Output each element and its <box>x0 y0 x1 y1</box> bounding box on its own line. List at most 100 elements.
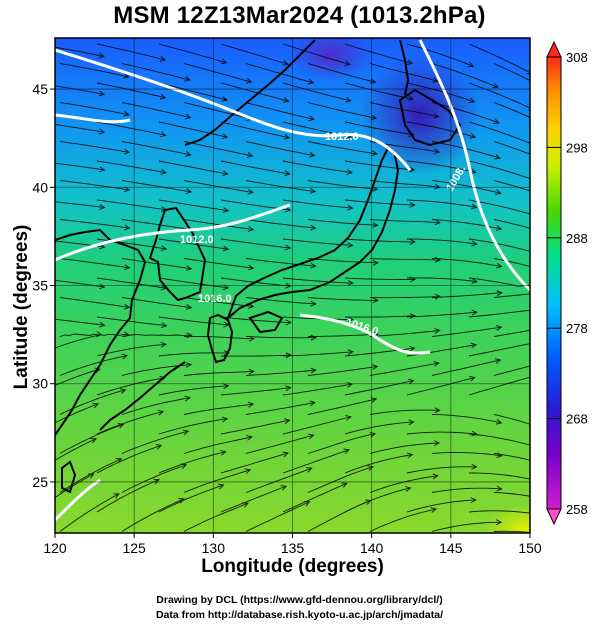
streamline-arrowhead <box>310 367 317 374</box>
streamline <box>121 63 191 81</box>
colorbar-tick-label: 278 <box>566 321 588 336</box>
streamline-arrowhead <box>157 409 165 416</box>
streamline <box>158 484 224 513</box>
streamline <box>158 418 228 435</box>
streamline-arrowhead <box>117 423 125 429</box>
streamline <box>158 82 228 101</box>
streamline <box>406 377 475 396</box>
streamline-arrowhead <box>406 452 414 459</box>
map-field: 1012.0 1008. 1012.0 1016.0 1016.0 <box>55 38 539 533</box>
streamline <box>493 492 530 497</box>
map-plot: 1012.0 1008. 1012.0 1016.0 1016.0 120 125… <box>32 37 588 556</box>
streamline-arrowhead <box>185 304 193 310</box>
streamline-arrowhead <box>470 168 477 175</box>
streamline-arrowhead <box>245 78 253 84</box>
streamline-arrowhead <box>123 110 130 117</box>
streamline <box>369 102 439 118</box>
streamline-arrowhead <box>182 429 190 436</box>
streamline-arrowhead <box>98 128 106 135</box>
streamline-arrowhead <box>185 188 193 195</box>
streamline <box>183 335 254 340</box>
streamline-arrowhead <box>285 385 292 392</box>
streamline <box>431 102 500 124</box>
streamline-arrowhead <box>285 244 292 251</box>
streamline <box>493 453 530 461</box>
streamline <box>344 43 413 64</box>
streamline-arrowhead <box>367 465 375 471</box>
streamline <box>282 351 353 357</box>
streamline-arrowhead <box>280 485 288 491</box>
streamline-arrowhead <box>310 262 317 269</box>
streamline-arrowhead <box>371 364 379 370</box>
streamline-arrowhead <box>223 383 230 390</box>
streamline-arrowhead <box>432 473 439 480</box>
streamline <box>59 141 130 153</box>
streamline-arrowhead <box>344 60 351 66</box>
streamline <box>55 124 105 133</box>
streamline <box>431 219 502 230</box>
streamline <box>158 121 228 138</box>
streamline-arrowhead <box>178 498 185 504</box>
streamline <box>220 485 287 513</box>
streamline <box>96 82 166 99</box>
isobars <box>55 39 530 522</box>
streamline-arrowhead <box>248 368 255 375</box>
streamline <box>158 160 228 175</box>
streamline <box>406 121 476 138</box>
streamline <box>369 219 440 224</box>
colorbar-tick-label: 268 <box>566 412 588 427</box>
streamline-arrowhead <box>159 93 167 100</box>
streamline <box>220 121 290 139</box>
streamline <box>468 238 530 252</box>
streamline-arrowhead <box>160 131 167 138</box>
streamline-arrowhead <box>409 166 416 173</box>
streamline-arrowhead <box>222 170 229 177</box>
streamline <box>468 199 530 215</box>
streamline-arrowhead <box>471 309 478 316</box>
sakhalin <box>399 39 410 96</box>
streamline-arrowhead <box>434 407 441 414</box>
streamline-arrowhead <box>467 61 475 68</box>
streamline-arrowhead <box>161 322 168 329</box>
streamline-arrowhead <box>494 153 501 160</box>
streamline <box>431 521 502 532</box>
x-tick-label: 140 <box>360 540 384 556</box>
streamline-arrowhead <box>284 206 292 213</box>
streamline <box>369 180 440 188</box>
streamline-arrowhead <box>533 477 539 482</box>
streamline-arrowhead <box>113 493 120 499</box>
streamline <box>55 318 105 326</box>
streamline-arrowhead <box>223 350 230 356</box>
streamline-arrowhead <box>248 303 255 309</box>
streamline <box>344 121 414 136</box>
streamline-arrowhead <box>99 321 106 328</box>
streamline <box>406 431 477 435</box>
streamline-arrowhead <box>306 467 313 473</box>
streamline-arrowhead <box>285 282 292 289</box>
streamline-arrowhead <box>244 468 252 475</box>
streamline-arrowhead <box>98 283 106 290</box>
streamline-arrowhead <box>365 499 372 505</box>
streamline <box>245 369 316 376</box>
streamline-arrowhead <box>160 341 167 348</box>
streamline <box>121 141 191 156</box>
streamline <box>220 238 291 249</box>
streamline-arrowhead <box>433 148 441 155</box>
streamline <box>121 219 192 231</box>
streamline <box>307 433 376 454</box>
streamline <box>307 297 378 301</box>
streamline-arrowhead <box>406 59 414 66</box>
streamline <box>493 329 530 337</box>
korea-coast <box>148 206 207 302</box>
x-tick-label: 145 <box>439 540 463 556</box>
streamline <box>344 82 414 100</box>
colorbar-ticks: 258 268 278 288 298 308 <box>547 50 588 517</box>
isobar-1012-west <box>55 113 131 124</box>
streamline <box>308 333 378 337</box>
streamlines <box>55 43 539 533</box>
streamline <box>344 199 415 206</box>
streamline <box>220 160 290 175</box>
streamline <box>121 333 192 337</box>
china-coast <box>55 228 147 436</box>
ryukyu-islands <box>99 361 186 431</box>
